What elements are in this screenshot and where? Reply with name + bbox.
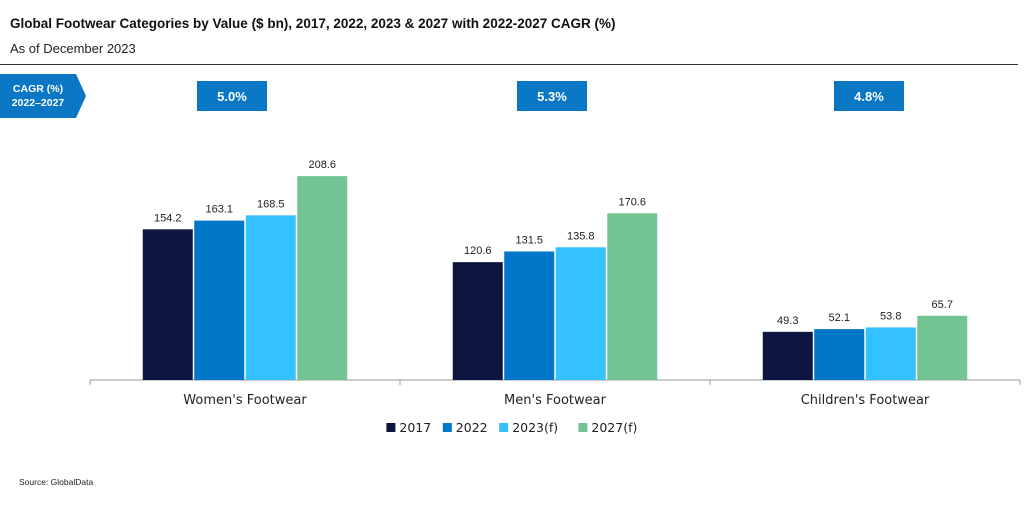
legend-swatch	[442, 423, 452, 432]
data-label: 135.8	[567, 230, 595, 242]
data-label: 52.1	[829, 312, 850, 324]
data-label: 163.1	[205, 204, 233, 216]
category-label: Women's Footwear	[183, 393, 307, 408]
bar-2017-1	[452, 262, 503, 380]
chart-subtitle: As of December 2023	[10, 41, 136, 56]
bar-2023f-2	[865, 327, 916, 380]
data-label: 53.8	[880, 310, 901, 322]
cagr-badge-childrens: 4.8%	[834, 81, 904, 111]
header-divider	[0, 64, 1018, 65]
data-label: 49.3	[777, 315, 798, 327]
data-label: 208.6	[308, 159, 336, 171]
data-label: 154.2	[154, 212, 182, 224]
cagr-tag-line2: 2022–2027	[11, 97, 65, 109]
data-label: 65.7	[932, 299, 953, 311]
source-note: Source: GlobalData	[19, 477, 94, 487]
bar-2027f-0	[297, 176, 348, 380]
data-label: 168.5	[257, 198, 285, 210]
category-label: Children's Footwear	[801, 393, 930, 408]
cagr-label-tag: CAGR (%) 2022–2027	[0, 74, 86, 118]
bar-2023f-1	[555, 247, 606, 380]
bar-2027f-1	[607, 213, 658, 380]
data-label: 131.5	[515, 234, 543, 246]
category-label: Men's Footwear	[504, 393, 607, 408]
bar-2023f-0	[245, 215, 296, 380]
bar-2022-1	[504, 251, 555, 380]
legend-label: 2023(f)	[512, 420, 558, 435]
bar-2022-2	[814, 329, 865, 380]
legend-swatch	[578, 423, 588, 432]
bar-2017-2	[762, 331, 813, 380]
chart-title: Global Footwear Categories by Value ($ b…	[10, 16, 616, 31]
legend-label: 2022	[456, 420, 488, 435]
cagr-badge-mens: 5.3%	[517, 81, 587, 111]
legend-swatch	[499, 423, 509, 432]
cagr-badge-womens: 5.0%	[197, 81, 267, 111]
legend-label: 2027(f)	[591, 420, 637, 435]
legend-swatch	[386, 423, 396, 432]
data-label: 120.6	[464, 245, 492, 257]
bar-2017-0	[142, 229, 193, 380]
bar-2027f-2	[917, 315, 968, 380]
bar-2022-0	[194, 220, 245, 380]
cagr-tag-arrow-shape	[0, 74, 86, 118]
cagr-tag-line1: CAGR (%)	[12, 83, 64, 95]
data-label: 170.6	[618, 196, 646, 208]
legend-label: 2017	[399, 420, 431, 435]
